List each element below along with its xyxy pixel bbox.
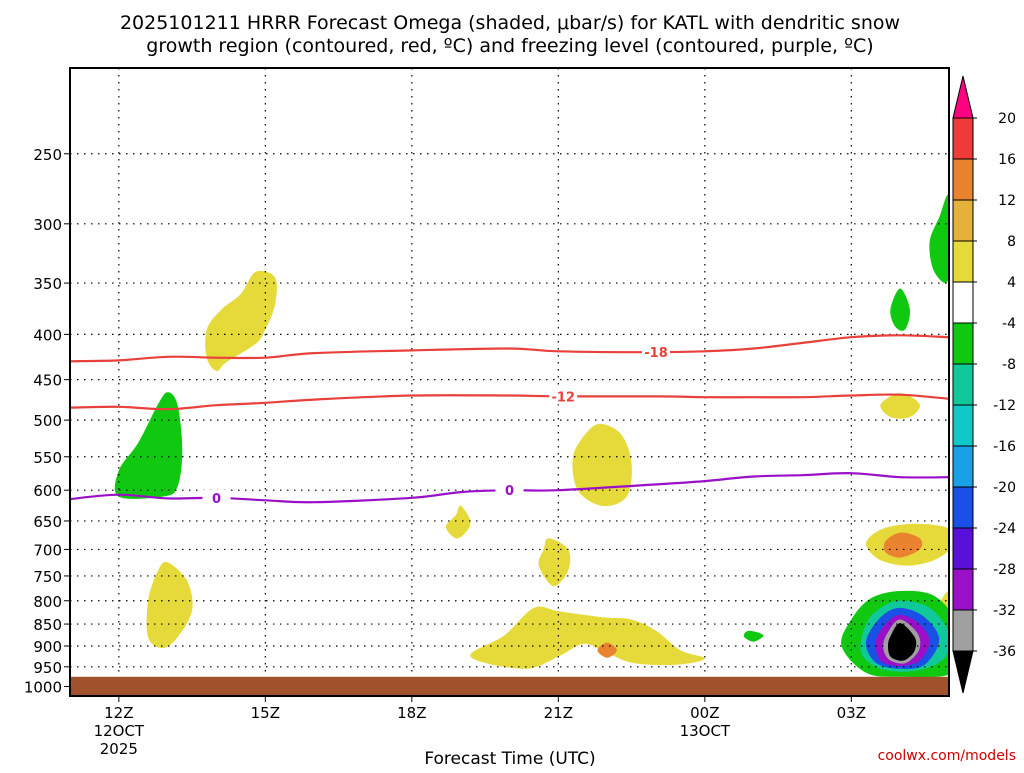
omega-region-12 bbox=[929, 194, 949, 283]
colorbar-bin-1 bbox=[952, 158, 974, 201]
colorbar-bin-2 bbox=[952, 199, 974, 242]
contour-label-2: 0 bbox=[212, 492, 221, 507]
colorbar-label-0: 20 bbox=[998, 111, 1016, 127]
plot-frame bbox=[69, 67, 950, 697]
y-tick-label-350: 350 bbox=[33, 275, 62, 293]
y-axis: 250 300 350 400 450 500 550 600 650 700 750 800 850 9… bbox=[24, 146, 70, 697]
colorbar-label-1: 16 bbox=[998, 152, 1016, 168]
contour-line-1 bbox=[70, 393, 949, 411]
y-tick-label-250: 250 bbox=[33, 146, 62, 164]
chart-title-line-2: growth region (contoured, red, ºC) and f… bbox=[146, 35, 873, 57]
colorbar-bin-4 bbox=[952, 281, 974, 324]
omega-region-8 bbox=[743, 630, 764, 642]
colorbar-label-12: -32 bbox=[993, 603, 1016, 619]
y-tick-label-1000: 1000 bbox=[24, 679, 62, 697]
contour-line-0 bbox=[70, 334, 949, 363]
colorbar: 20 16 12 8 4 -4 -8 -12 -16 -20 -24 -28 -32 -36 bbox=[952, 75, 1016, 694]
x-tick-label-6: 18Z bbox=[397, 704, 426, 722]
colorbar-top-arrow bbox=[952, 75, 974, 119]
omega-region-21 bbox=[888, 623, 917, 661]
y-tick-label-650: 650 bbox=[33, 513, 62, 531]
colorbar-bin-11 bbox=[952, 568, 974, 611]
colorbar-label-6: -8 bbox=[1002, 357, 1016, 373]
colorbar-bin-7 bbox=[952, 404, 974, 447]
colorbar-label-2: 12 bbox=[998, 193, 1016, 209]
y-tick-label-450: 450 bbox=[33, 372, 62, 390]
contour-label-3: 0 bbox=[505, 484, 514, 499]
x-tick-date-12: 13OCT bbox=[680, 722, 731, 740]
omega-region-14 bbox=[883, 532, 923, 558]
contour-label-0: -18 bbox=[644, 346, 668, 361]
colorbar-bin-0 bbox=[952, 117, 974, 160]
ground-surface bbox=[70, 676, 949, 696]
y-tick-label-900: 900 bbox=[33, 638, 62, 656]
y-tick-label-300: 300 bbox=[33, 216, 62, 234]
contour-label-bg-1 bbox=[549, 388, 578, 405]
omega-region-1 bbox=[114, 392, 183, 499]
colorbar-bin-10 bbox=[952, 527, 974, 570]
contour-label-bg-2 bbox=[202, 489, 231, 506]
x-tick-label-15: 03Z bbox=[837, 704, 866, 722]
colorbar-bin-3 bbox=[952, 240, 974, 283]
y-tick-label-550: 550 bbox=[33, 449, 62, 467]
contour-label-bg-0 bbox=[642, 344, 670, 361]
x-tick-date-0: 12OCT bbox=[94, 722, 145, 740]
colorbar-bin-12 bbox=[952, 609, 974, 652]
x-axis-title: Forecast Time (UTC) bbox=[424, 749, 595, 768]
grid-layer bbox=[70, 68, 949, 696]
colorbar-bottom-arrow bbox=[952, 650, 974, 694]
y-tick-label-850: 850 bbox=[33, 616, 62, 634]
x-tick-year-0: 2025 bbox=[100, 740, 138, 758]
omega-region-11 bbox=[890, 288, 911, 331]
contour-layer: -18 -12 0 0 bbox=[70, 334, 949, 507]
contour-label-bg-3 bbox=[495, 482, 524, 499]
x-tick-label-12: 00Z bbox=[690, 704, 719, 722]
omega-region-10 bbox=[880, 393, 920, 419]
colorbar-bin-8 bbox=[952, 445, 974, 488]
x-tick-label-0: 12Z bbox=[104, 704, 133, 722]
contour-label-1: -12 bbox=[551, 390, 575, 405]
y-tick-label-750: 750 bbox=[33, 568, 62, 586]
colorbar-label-5: -4 bbox=[1002, 316, 1016, 332]
omega-region-5 bbox=[538, 538, 571, 587]
x-tick-label-9: 21Z bbox=[544, 704, 573, 722]
y-tick-label-700: 700 bbox=[33, 541, 62, 559]
x-tick-label-3: 15Z bbox=[251, 704, 280, 722]
colorbar-label-9: -20 bbox=[993, 480, 1016, 496]
colorbar-bin-6 bbox=[952, 363, 974, 406]
y-tick-label-950: 950 bbox=[33, 659, 62, 677]
colorbar-bin-5 bbox=[952, 322, 974, 365]
omega-region-0 bbox=[205, 270, 277, 372]
colorbar-label-4: 4 bbox=[1007, 275, 1016, 291]
omega-region-4 bbox=[572, 423, 632, 507]
colorbar-label-11: -28 bbox=[993, 562, 1016, 578]
colorbar-label-8: -16 bbox=[993, 439, 1016, 455]
colorbar-label-7: -12 bbox=[993, 398, 1016, 414]
colorbar-label-13: -36 bbox=[993, 644, 1016, 660]
colorbar-bin-9 bbox=[952, 486, 974, 529]
omega-shading-layer bbox=[114, 194, 949, 678]
omega-region-2 bbox=[146, 561, 193, 649]
chart-title-line-1: 2025101211 HRRR Forecast Omega (shaded, … bbox=[120, 12, 900, 34]
colorbar-label-3: 8 bbox=[1007, 234, 1016, 250]
y-tick-label-800: 800 bbox=[33, 593, 62, 611]
y-tick-label-400: 400 bbox=[33, 326, 62, 344]
credit-link[interactable]: coolwx.com/models bbox=[878, 748, 1016, 764]
y-tick-label-500: 500 bbox=[33, 412, 62, 430]
omega-region-3 bbox=[446, 505, 471, 539]
omega-region-6 bbox=[470, 606, 705, 669]
colorbar-label-10: -24 bbox=[993, 521, 1016, 537]
y-tick-label-600: 600 bbox=[33, 482, 62, 500]
